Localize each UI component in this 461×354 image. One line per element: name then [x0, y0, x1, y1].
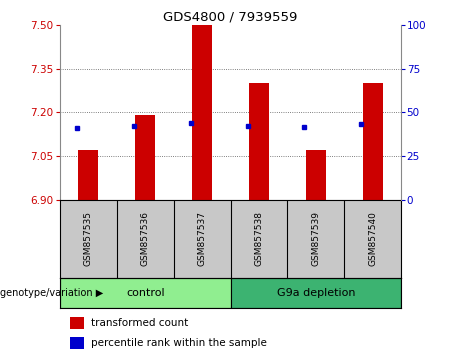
Bar [135, 115, 155, 200]
Text: GSM857540: GSM857540 [368, 211, 377, 267]
Text: GSM857537: GSM857537 [198, 211, 207, 267]
Bar [70, 337, 84, 349]
Bar [78, 150, 98, 200]
Text: GSM857539: GSM857539 [311, 211, 320, 267]
Bar [230, 278, 401, 308]
Text: GSM857536: GSM857536 [141, 211, 150, 267]
Title: GDS4800 / 7939559: GDS4800 / 7939559 [163, 11, 298, 24]
Text: G9a depletion: G9a depletion [277, 288, 355, 298]
Text: GSM857538: GSM857538 [254, 211, 263, 267]
Text: control: control [126, 288, 165, 298]
Text: transformed count: transformed count [91, 318, 188, 329]
Text: percentile rank within the sample: percentile rank within the sample [91, 337, 266, 348]
Bar [306, 150, 326, 200]
Text: genotype/variation ▶: genotype/variation ▶ [0, 288, 104, 298]
Bar [249, 83, 269, 200]
Text: GSM857535: GSM857535 [84, 211, 93, 267]
Bar [363, 83, 383, 200]
Bar [60, 278, 230, 308]
Bar [70, 318, 84, 329]
Bar [192, 25, 212, 200]
